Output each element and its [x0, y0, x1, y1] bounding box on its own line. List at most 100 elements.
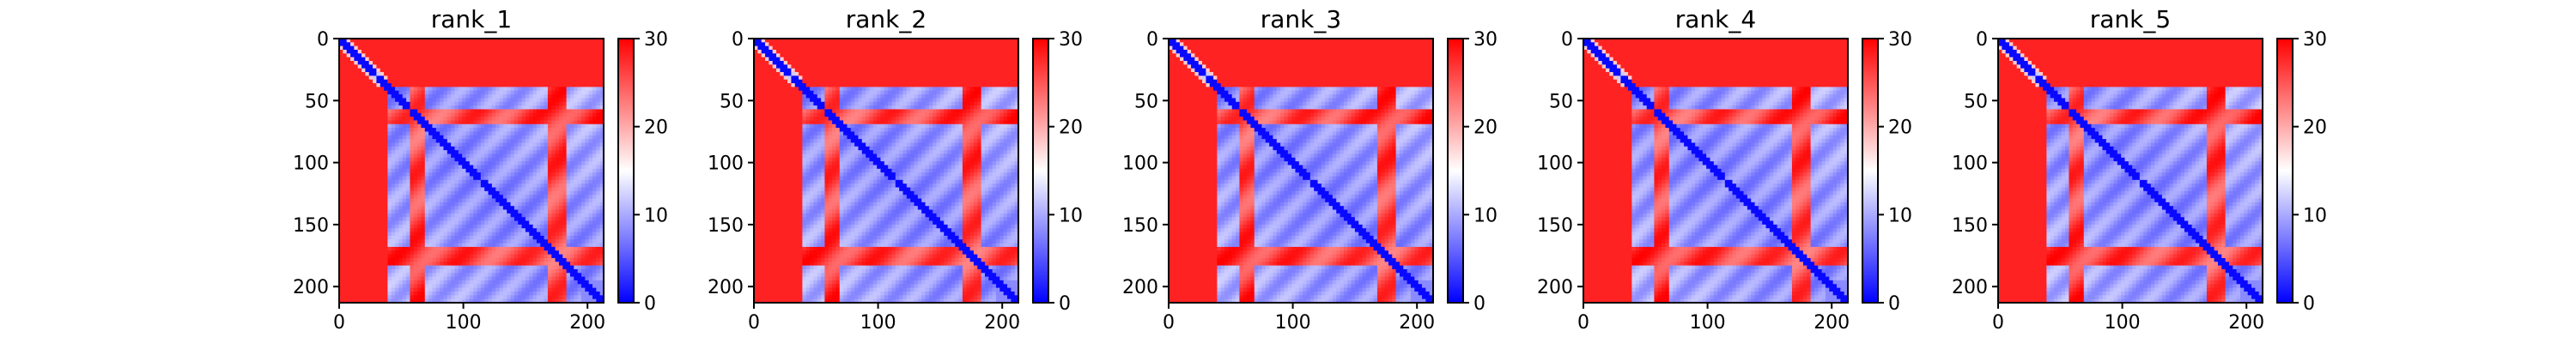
heatmap-cell: [357, 206, 362, 211]
heatmap-cell: [569, 87, 574, 92]
heatmap-cell: [458, 39, 463, 43]
heatmap-cell: [354, 42, 359, 47]
heatmap-cell: [540, 213, 545, 218]
heatmap-cell: [406, 57, 411, 62]
heatmap-cell: [343, 198, 348, 203]
heatmap-cell: [529, 87, 534, 92]
heatmap-cell: [376, 87, 381, 92]
heatmap-cell: [413, 276, 418, 281]
heatmap-cell: [477, 246, 482, 251]
heatmap-cell: [365, 165, 370, 170]
heatmap-cell: [435, 112, 440, 117]
heatmap-cell: [532, 209, 538, 214]
heatmap-cell: [373, 206, 377, 211]
heatmap-cell: [566, 224, 571, 229]
heatmap-cell: [354, 239, 359, 244]
heatmap-cell: [443, 98, 448, 103]
heatmap-cell: [354, 254, 359, 259]
heatmap-cell: [532, 120, 538, 125]
heatmap-cell: [391, 246, 396, 251]
heatmap-cell: [413, 165, 418, 170]
heatmap-cell: [513, 254, 519, 259]
heatmap-cell: [599, 179, 605, 184]
heatmap-cell: [596, 123, 601, 129]
heatmap-cell: [346, 235, 351, 240]
heatmap-cell: [387, 217, 392, 222]
heatmap-cell: [536, 42, 541, 47]
heatmap-cell: [484, 123, 489, 129]
heatmap-cell: [435, 172, 440, 178]
heatmap-cell: [373, 53, 377, 58]
heatmap-cell: [510, 213, 515, 218]
heatmap-cell: [536, 87, 541, 92]
heatmap-cell: [361, 246, 366, 251]
heatmap-cell: [577, 42, 582, 47]
heatmap-cell: [510, 168, 515, 173]
heatmap-cell: [536, 276, 541, 281]
heatmap-cell: [566, 53, 571, 58]
heatmap-cell: [421, 150, 426, 155]
heatmap-cell: [432, 295, 437, 300]
heatmap-cell: [502, 53, 507, 58]
heatmap-cell: [435, 209, 440, 214]
heatmap-cell: [373, 68, 377, 73]
heatmap-cell: [395, 131, 400, 136]
heatmap-cell: [447, 83, 452, 87]
heatmap-cell: [592, 190, 597, 196]
heatmap-cell: [580, 239, 586, 244]
heatmap-cell: [596, 243, 601, 248]
heatmap-cell: [558, 131, 563, 136]
heatmap-cell: [547, 109, 552, 114]
heatmap-cell: [592, 165, 597, 170]
heatmap-cell: [462, 161, 467, 166]
heatmap-cell: [395, 146, 400, 151]
heatmap-cell: [368, 153, 374, 159]
heatmap-cell: [484, 153, 489, 159]
heatmap-cell: [562, 128, 568, 133]
heatmap-cell: [544, 239, 549, 244]
heatmap-cell: [473, 135, 478, 140]
heatmap-cell: [462, 120, 467, 125]
heatmap-cell: [447, 276, 452, 281]
heatmap-cell: [443, 224, 448, 229]
heatmap-cell: [518, 142, 523, 147]
heatmap-cell: [365, 87, 370, 92]
heatmap-cell: [566, 250, 571, 256]
heatmap-cell: [365, 135, 370, 140]
heatmap-cell: [580, 168, 586, 173]
heatmap-cell: [373, 75, 377, 81]
heatmap-cell: [510, 128, 515, 133]
heatmap-cell: [577, 273, 582, 278]
heatmap-cell: [424, 224, 429, 229]
heatmap-cell: [361, 72, 366, 76]
heatmap-cell: [536, 273, 541, 278]
heatmap-cell: [544, 213, 549, 218]
heatmap-cell: [424, 87, 429, 92]
heatmap-cell: [518, 213, 523, 218]
heatmap-cell: [428, 257, 434, 262]
heatmap-cell: [428, 295, 434, 300]
heatmap-cell: [566, 79, 571, 84]
heatmap-cell: [465, 87, 471, 92]
heatmap-cell: [480, 109, 485, 114]
heatmap-cell: [346, 250, 351, 256]
heatmap-cell: [432, 165, 437, 170]
heatmap-cell: [585, 42, 590, 47]
heatmap-cell: [521, 87, 526, 92]
heatmap-cell: [406, 98, 411, 103]
heatmap-cell: [380, 90, 385, 95]
heatmap-cell: [536, 90, 541, 95]
heatmap-cell: [458, 235, 463, 240]
heatmap-cell: [424, 179, 429, 184]
heatmap-cell: [521, 239, 526, 244]
heatmap-cell: [395, 50, 400, 54]
heatmap-cell: [525, 220, 530, 226]
heatmap-cell: [592, 120, 597, 125]
heatmap-cell: [588, 146, 593, 151]
heatmap-cell: [354, 109, 359, 114]
heatmap-cell: [585, 291, 590, 296]
heatmap-cell: [424, 50, 429, 54]
heatmap-cell: [529, 232, 534, 237]
heatmap-cell: [596, 165, 601, 170]
heatmap-cell: [592, 72, 597, 76]
